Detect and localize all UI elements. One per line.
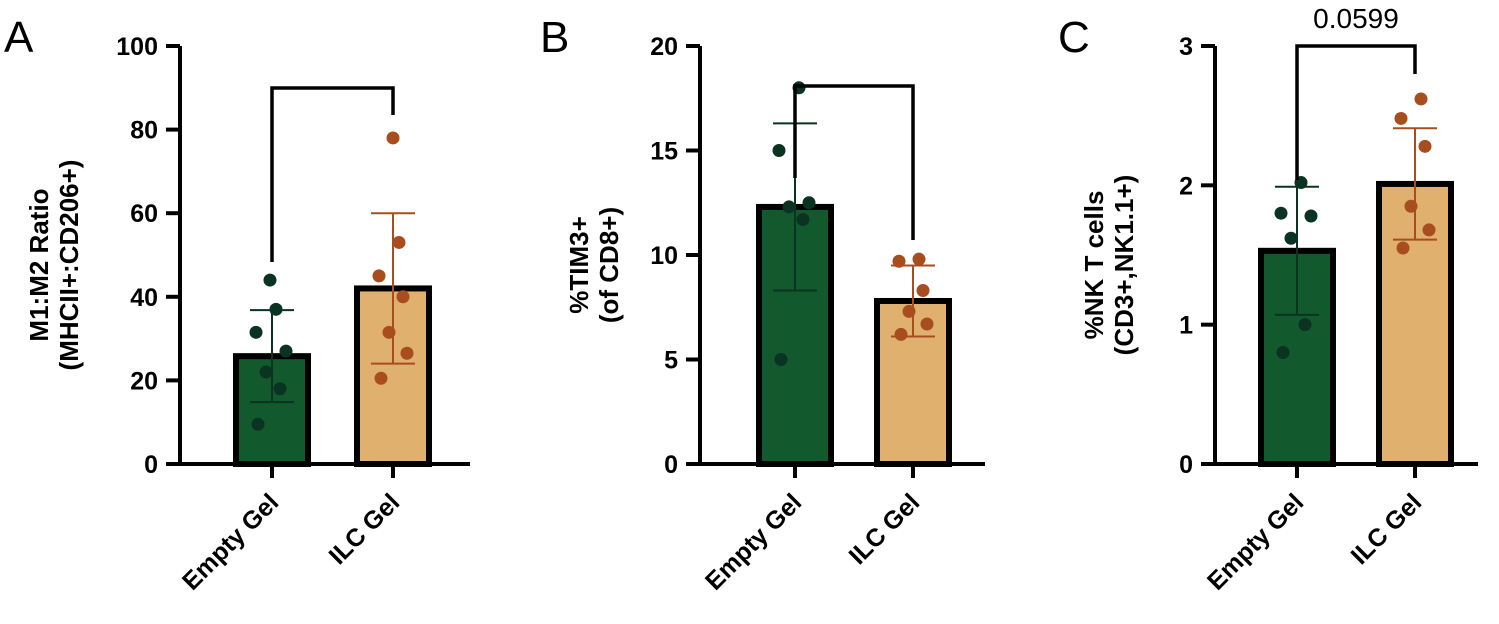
x-category-label: Empty Gel	[1202, 488, 1309, 595]
y-axis-title-line: (of CD8+)	[594, 207, 624, 323]
y-tick-label: 100	[116, 33, 158, 61]
y-axis-title-line: %NK T cells	[1079, 191, 1109, 340]
data-point	[892, 254, 906, 268]
y-tick-label: 20	[130, 367, 158, 395]
data-point	[916, 284, 930, 298]
x-category-label: Empty Gel	[700, 488, 807, 595]
data-point	[251, 417, 265, 431]
y-tick-label: 20	[650, 33, 678, 61]
y-axis-title-line: %TIM3+	[564, 216, 594, 314]
data-point	[1298, 318, 1312, 332]
data-point	[269, 302, 283, 316]
data-point	[249, 325, 263, 339]
data-point	[1414, 92, 1428, 106]
data-point	[1284, 231, 1298, 245]
y-tick-label: 0	[144, 451, 158, 479]
data-point	[1396, 241, 1410, 255]
y-axis-title-line: (CD3+,NK1.1+)	[1109, 175, 1139, 356]
data-point	[894, 327, 908, 341]
data-point	[1422, 223, 1436, 237]
data-point	[774, 353, 788, 366]
y-tick-label: 5	[664, 347, 678, 375]
data-point	[392, 235, 406, 249]
p-value-label: 0.0599	[1313, 3, 1399, 34]
chart-panel-a: 0 20 40 60 80 100 Empty Gel ILC Gel M1:M2 Ratio(…	[24, 33, 470, 596]
chart-panel-c: 0 1 2 3 Empty Gel ILC Gel %NK T cells (CD3+,NK1…	[1079, 3, 1478, 596]
data-point	[372, 269, 386, 283]
panel-letter-a: A	[4, 13, 34, 62]
data-point	[1274, 206, 1288, 220]
y-tick-label: 60	[130, 200, 158, 228]
y-tick-label: 10	[650, 242, 678, 270]
y-tick-label: 15	[650, 138, 678, 166]
x-category-label: Empty Gel	[177, 488, 284, 595]
data-point	[1394, 111, 1408, 125]
data-point	[273, 382, 287, 396]
y-tick-label: 40	[130, 284, 158, 312]
significance-bracket	[793, 84, 915, 240]
y-axis-title-line: M1:M2 Ratio	[24, 188, 54, 341]
data-point	[279, 344, 293, 358]
data-point	[802, 196, 816, 210]
significance-bracket	[1295, 44, 1417, 180]
data-point	[1404, 199, 1418, 213]
data-point	[263, 273, 277, 287]
data-point	[782, 200, 796, 214]
panel-letter-c: C	[1058, 13, 1090, 62]
y-tick-label: 0	[1179, 451, 1193, 479]
data-point	[796, 212, 810, 226]
data-point	[1276, 346, 1290, 360]
y-axis-title-line: (MHCII+:CD206+)	[54, 160, 84, 371]
y-tick-label: 0	[664, 451, 678, 479]
data-point	[772, 144, 786, 157]
y-tick-label: 3	[1179, 33, 1193, 61]
chart-panel-b: 0 5 10 15 20 Empty Gel ILC Gel %TIM3+ (of CD8+)	[564, 33, 985, 596]
x-category-label: ILC Gel	[1346, 488, 1428, 570]
data-point	[400, 346, 414, 360]
data-point	[920, 317, 934, 331]
data-point	[1304, 209, 1318, 223]
y-tick-label: 80	[130, 117, 158, 145]
data-point	[396, 290, 410, 304]
data-point	[912, 252, 926, 266]
data-point	[1418, 139, 1432, 153]
data-point	[374, 371, 388, 385]
y-tick-label: 1	[1179, 312, 1193, 340]
y-tick-label: 2	[1179, 172, 1193, 200]
data-point	[902, 304, 916, 318]
data-point	[259, 365, 273, 379]
significance-bracket	[270, 86, 395, 262]
x-category-label: ILC Gel	[324, 488, 406, 570]
panel-letter-b: B	[540, 13, 569, 62]
data-point	[382, 325, 396, 339]
x-category-label: ILC Gel	[844, 488, 926, 570]
data-point	[386, 131, 400, 145]
